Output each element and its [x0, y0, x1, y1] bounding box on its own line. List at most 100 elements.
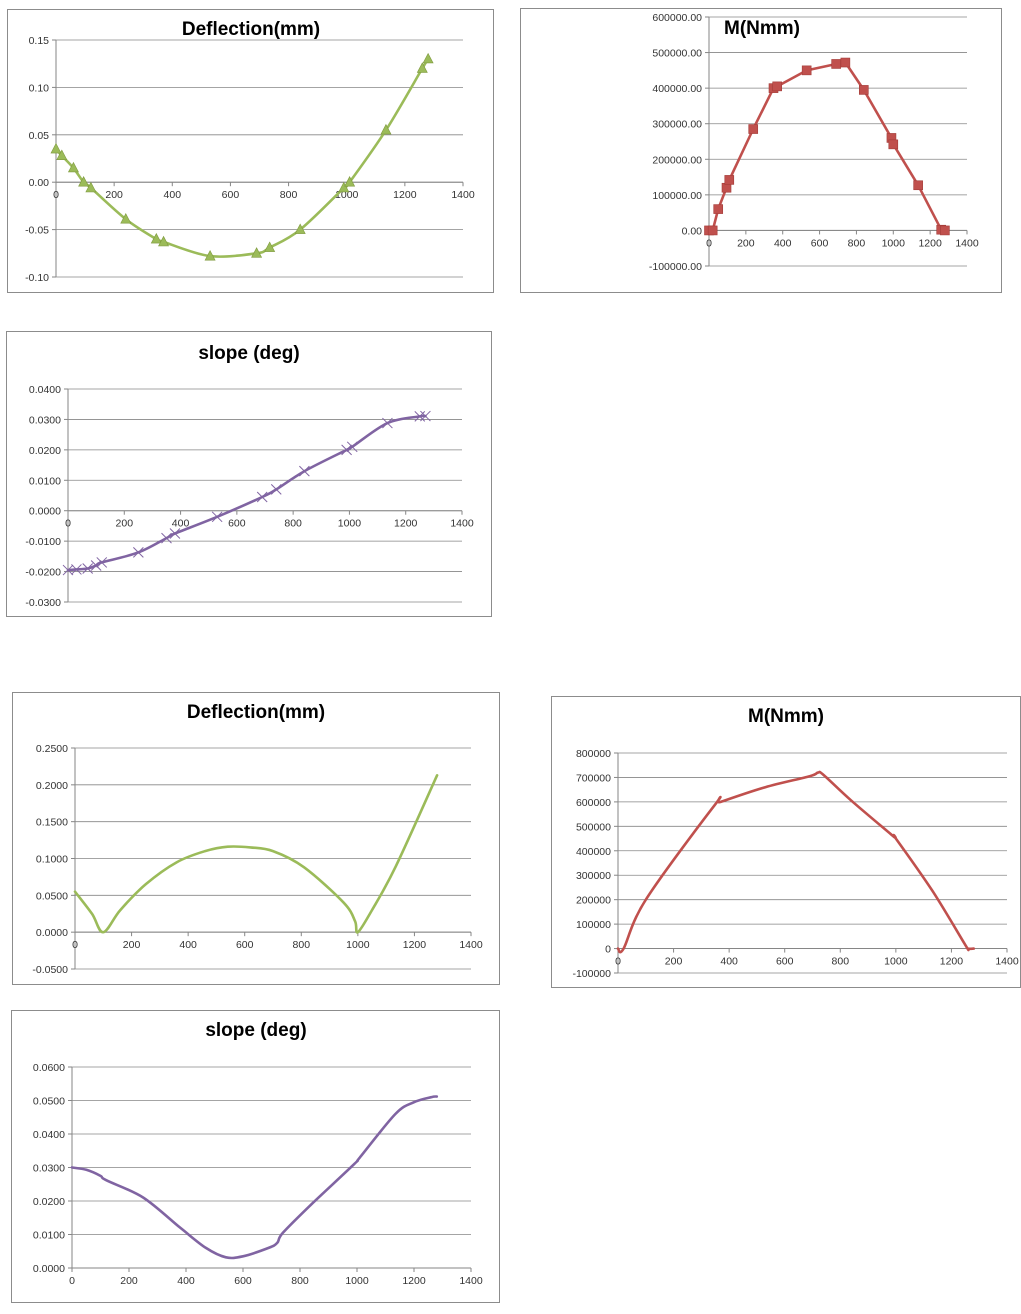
y-tick-label: 0.15	[29, 35, 50, 47]
y-tick-label: 0.0100	[29, 475, 61, 487]
data-point-marker	[801, 65, 812, 76]
x-tick-label: 200	[665, 956, 683, 968]
data-point-marker	[150, 232, 162, 244]
data-point-marker	[78, 176, 90, 187]
data-point-marker	[344, 176, 356, 187]
y-tick-label: 0.0200	[33, 1196, 65, 1208]
x-tick-label: 400	[774, 237, 792, 249]
x-tick-label: 1400	[451, 189, 475, 201]
y-tick-label: 100000.00	[652, 190, 702, 202]
data-point-marker	[169, 528, 181, 539]
x-tick-label: 800	[280, 189, 298, 201]
chart-title: Deflection(mm)	[182, 19, 320, 40]
moment-chart-2: M(Nmm) -100000 0 100000 200000 300000 400000 50…	[551, 696, 1021, 988]
data-point-marker	[120, 213, 132, 224]
x-tick-label: 0	[706, 237, 712, 249]
y-tick-label: 0	[605, 944, 611, 956]
x-tick-label: 400	[172, 518, 190, 530]
x-tick-label: 1400	[995, 956, 1019, 968]
y-tick-label: -0.10	[25, 272, 49, 284]
y-tick-label: 0.0500	[33, 1096, 65, 1108]
series-line	[616, 770, 975, 954]
data-point-marker	[913, 180, 923, 191]
x-tick-label: 1000	[346, 939, 370, 951]
data-point-marker	[133, 547, 144, 558]
y-tick-label: 700000	[576, 772, 611, 784]
y-tick-label: 0.0300	[29, 414, 61, 426]
data-point-marker	[840, 57, 851, 68]
data-point-marker	[748, 124, 759, 134]
x-tick-label: 1200	[940, 956, 964, 968]
data-point-marker	[416, 62, 428, 73]
slope-chart-1: slope (deg) -0.0300 -0.0200 -0.0100 0.0000 0.…	[6, 331, 492, 617]
chart-title: M(Nmm)	[724, 18, 800, 39]
y-tick-label: 100000	[576, 919, 611, 931]
y-tick-label: 0.0400	[33, 1129, 65, 1141]
x-tick-label: 1200	[918, 237, 942, 249]
data-point-marker	[724, 175, 735, 185]
x-tick-label: 200	[105, 189, 123, 201]
y-tick-label: -100000.00	[649, 261, 702, 273]
x-tick-label: 1200	[393, 189, 417, 201]
y-tick-label: 0.00	[682, 225, 703, 237]
x-tick-label: 200	[116, 518, 134, 530]
x-tick-label: 200	[120, 1275, 138, 1287]
data-point-marker	[62, 564, 74, 576]
y-tick-label: 200000.00	[652, 154, 702, 166]
deflection-chart-2-svg: Deflection(mm) -0.0500 0.0000 0.0500 0.1000 0…	[32, 702, 483, 976]
data-point-marker	[204, 249, 216, 261]
x-tick-label: 0	[72, 939, 78, 951]
x-tick-label: 1000	[338, 518, 362, 530]
chart-title: Deflection(mm)	[187, 702, 325, 723]
y-tick-label: 0.1000	[36, 854, 68, 866]
chart-title: slope (deg)	[198, 343, 299, 364]
data-point-marker	[888, 139, 899, 150]
x-tick-label: 0	[69, 1275, 75, 1287]
x-tick-label: 1400	[450, 518, 474, 530]
slope-chart-2-svg: slope (deg) 0.0000 0.0100 0.0200 0.0300 0.040…	[33, 1020, 483, 1287]
x-tick-label: 800	[284, 518, 302, 530]
y-tick-label: 0.0300	[33, 1163, 65, 1175]
x-tick-label: 1400	[955, 237, 979, 249]
x-tick-label: 1400	[459, 939, 483, 951]
chart-title: M(Nmm)	[748, 706, 824, 727]
y-tick-label: 0.0000	[33, 1263, 65, 1275]
series-line	[70, 1095, 439, 1260]
x-tick-label: 1000	[884, 956, 908, 968]
y-tick-label: 400000	[576, 846, 611, 858]
data-point-marker	[96, 557, 108, 568]
y-tick-label: 0.0600	[33, 1062, 65, 1074]
y-tick-label: -0.0100	[25, 536, 61, 548]
x-tick-label: 1000	[882, 237, 906, 249]
x-tick-label: 400	[720, 956, 738, 968]
data-point-marker	[831, 59, 841, 69]
data-point-marker	[713, 204, 724, 214]
data-point-marker	[264, 241, 276, 252]
deflection-chart-1-svg: Deflection(mm) -0.10 -0.05 0.00 0.05 0.10 0.15…	[25, 19, 475, 284]
x-tick-label: 600	[234, 1275, 252, 1287]
y-tick-label: 0.0500	[36, 890, 68, 902]
y-tick-label: 800000	[576, 748, 611, 760]
x-tick-label: 1200	[403, 939, 427, 951]
data-point-marker	[90, 560, 102, 571]
x-tick-label: 600	[236, 939, 254, 951]
data-point-marker	[270, 484, 282, 495]
y-tick-label: 500000.00	[652, 48, 702, 60]
data-point-marker	[256, 491, 268, 503]
y-tick-label: 300000.00	[652, 119, 702, 131]
series-line	[54, 57, 430, 258]
x-tick-label: 800	[291, 1275, 309, 1287]
data-point-marker	[338, 181, 350, 193]
y-tick-label: 600000	[576, 797, 611, 809]
data-point-marker	[50, 142, 62, 154]
y-tick-label: 0.2000	[36, 780, 68, 792]
y-tick-label: 400000.00	[652, 83, 702, 95]
data-point-marker	[346, 441, 358, 453]
y-tick-label: 0.2500	[36, 743, 68, 755]
y-tick-label: 0.0100	[33, 1230, 65, 1242]
data-point-marker	[341, 444, 352, 456]
deflection-chart-1: Deflection(mm) -0.10 -0.05 0.00 0.05 0.10 0.15…	[7, 9, 494, 293]
data-point-marker	[414, 411, 426, 422]
data-point-marker	[299, 465, 310, 477]
y-tick-label: 0.10	[29, 82, 50, 94]
